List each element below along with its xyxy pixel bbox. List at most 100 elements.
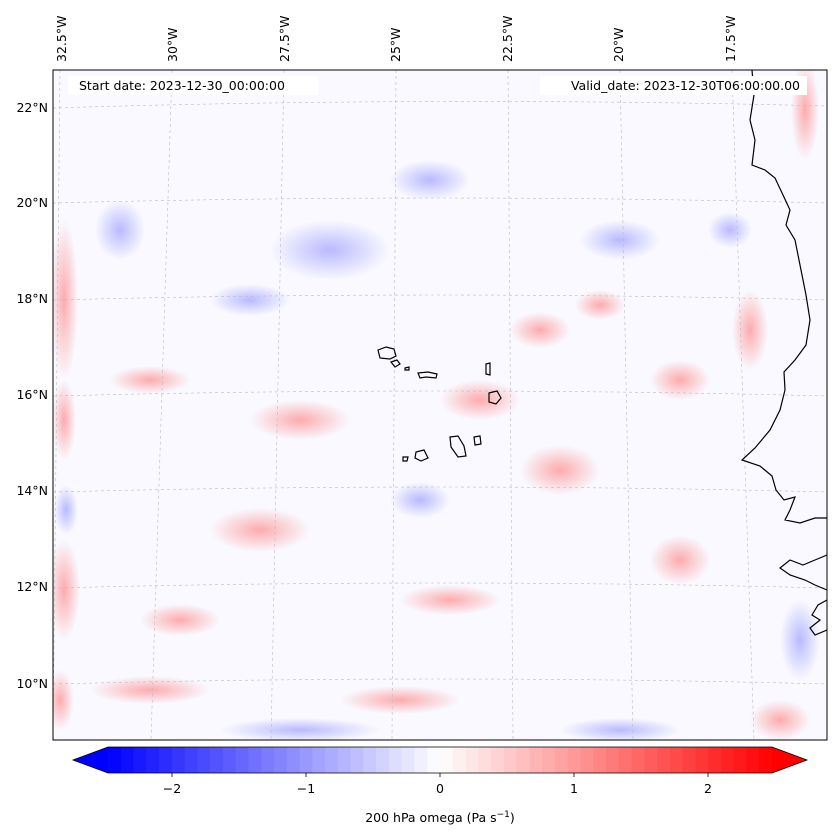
colorbar-cell (376, 747, 390, 773)
colorbar-cell (159, 747, 173, 773)
colorbar-cell (235, 747, 250, 773)
lon-label: 30°W (165, 27, 180, 62)
colorbar-cell (657, 747, 671, 773)
colorbar-label-sup: −1 (497, 810, 510, 820)
colorbar-cell (210, 747, 224, 773)
colorbar-cell (427, 747, 441, 773)
lon-label: 17.5°W (723, 16, 738, 62)
colorbar-label: 200 hPa omega (Pa s−1) (365, 810, 515, 825)
island-sao-vicente (389, 359, 401, 368)
colorbar-cell (120, 747, 135, 773)
colorbar-cell (440, 747, 454, 773)
colorbar-cell (720, 747, 735, 773)
lat-label: 16°N (16, 387, 48, 402)
colorbar-cell (593, 747, 607, 773)
colorbar-cell (695, 747, 709, 773)
colorbar-cell (478, 747, 492, 773)
cape-verde-islands (377, 346, 502, 462)
omega-anomalies (53, 70, 820, 740)
lon-label: 22.5°W (500, 16, 515, 62)
island-maio (473, 435, 482, 446)
start-date-label: Start date: 2023-12-30_00:00:00 (79, 78, 285, 93)
island-santiago (449, 435, 467, 458)
island-santa-luzia (404, 366, 410, 371)
island-fogo (414, 449, 429, 462)
colorbar-outline (71, 746, 809, 774)
colorbar-ticks: −2 −1 0 1 2 (163, 773, 712, 796)
colorbar-cell (274, 747, 288, 773)
island-brava (402, 456, 409, 462)
valid-date-box (540, 76, 807, 95)
west-africa-coast (740, 70, 827, 524)
colorbar-tick-label: −1 (297, 781, 315, 796)
colorbar: −2 −1 0 1 2 200 hPa omega (Pa s−1) (71, 746, 809, 825)
colorbar-tick-label: 1 (570, 781, 578, 796)
colorbar-cell (618, 747, 633, 773)
colorbar-cell (312, 747, 326, 773)
map-frame (52, 69, 828, 741)
lon-label: 20°W (611, 27, 626, 62)
colorbar-tick-label: −2 (163, 781, 181, 796)
lat-label: 14°N (16, 483, 48, 498)
colorbar-label-end: ) (510, 810, 515, 825)
colorbar-cell (529, 747, 543, 773)
colorbar-cell (388, 747, 403, 773)
lon-label: 32.5°W (54, 16, 69, 62)
colorbar-cell (733, 747, 748, 773)
lon-label: 25°W (388, 27, 403, 62)
colorbar-cell (363, 747, 377, 773)
lat-label: 10°N (16, 676, 48, 691)
colorbar-cell (503, 747, 518, 773)
colorbar-cell (542, 747, 556, 773)
colorbar-cell (146, 747, 160, 773)
colorbar-cell (516, 747, 530, 773)
colorbar-cell (554, 747, 569, 773)
colorbar-extend-min (73, 747, 108, 773)
colorbar-cell (567, 747, 582, 773)
start-date-box (68, 76, 318, 95)
lat-label: 12°N (16, 579, 48, 594)
colorbar-cell (682, 747, 696, 773)
island-santo-antao (377, 346, 397, 360)
colorbar-cell (669, 747, 684, 773)
colorbar-cell (759, 747, 773, 773)
colorbar-cell (325, 747, 339, 773)
guinea-coast (778, 554, 827, 591)
colorbar-tick-label: 0 (436, 781, 444, 796)
colorbar-cell (414, 747, 428, 773)
lat-label: 18°N (16, 291, 48, 306)
coastlines (740, 70, 827, 636)
colorbar-tick-label: 2 (704, 781, 712, 796)
lat-label: 20°N (16, 195, 48, 210)
colorbar-cell (337, 747, 352, 773)
colorbar-cell (350, 747, 364, 773)
colorbar-cell (580, 747, 594, 773)
colorbar-cell (171, 747, 186, 773)
colorbar-cell (746, 747, 760, 773)
longitude-labels: 32.5°W 30°W 27.5°W 25°W 22.5°W 20°W 17.5… (54, 16, 738, 62)
colorbar-cell (197, 747, 211, 773)
gridlines (53, 70, 827, 740)
colorbar-cells (108, 747, 773, 773)
colorbar-cell (708, 747, 722, 773)
lon-label: 27.5°W (277, 16, 292, 62)
colorbar-cell (644, 747, 658, 773)
colorbar-cell (401, 747, 416, 773)
island-sao-nicolau (417, 371, 438, 379)
colorbar-extend-max (772, 747, 807, 773)
colorbar-cell (261, 747, 275, 773)
colorbar-cell (299, 747, 313, 773)
colorbar-cell (491, 747, 505, 773)
colorbar-label-main: 200 hPa omega (Pa s (365, 810, 496, 825)
colorbar-cell (631, 747, 645, 773)
colorbar-cell (606, 747, 620, 773)
valid-date-label: Valid_date: 2023-12-30T06:00:00.00 (571, 78, 800, 93)
island-sal (485, 362, 491, 376)
colorbar-cell (286, 747, 301, 773)
latitude-labels: 22°N 20°N 18°N 16°N 14°N 12°N 10°N (16, 100, 48, 691)
colorbar-cell (248, 747, 262, 773)
colorbar-cell (184, 747, 198, 773)
guinea-bissau-coast (809, 599, 827, 636)
island-boa-vista (488, 390, 502, 405)
